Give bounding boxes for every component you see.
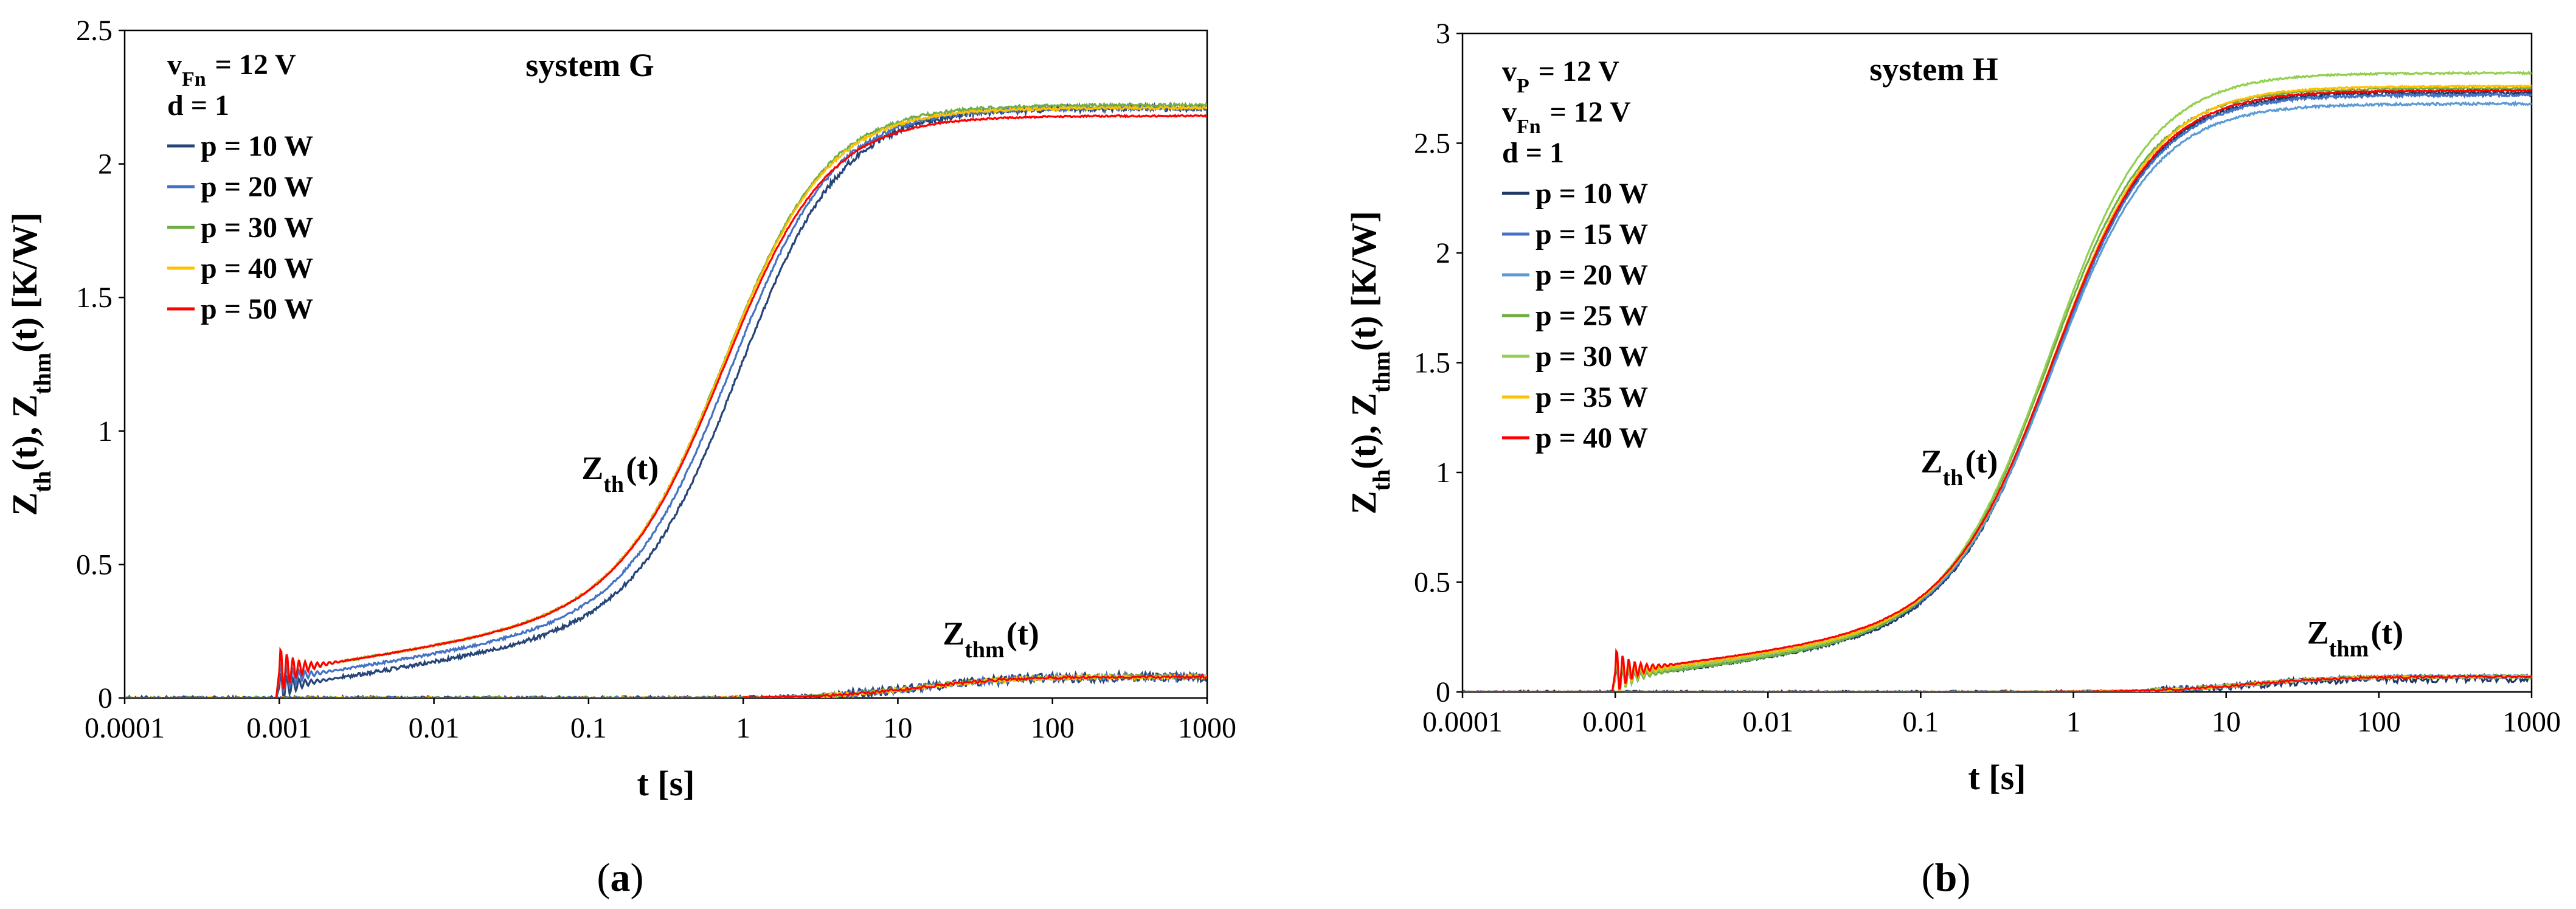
zth-annotation: Zth (t) <box>1920 440 1998 491</box>
y-tick-label: 3 <box>1436 18 1450 50</box>
legend-entry-label: p = 10 W <box>1536 178 1648 210</box>
x-tick-label: 1 <box>2066 706 2081 738</box>
x-tick-label: 0.1 <box>570 712 607 744</box>
x-tick-label: 1000 <box>1178 712 1236 744</box>
x-tick-label: 100 <box>1031 712 1075 744</box>
zth-series-line <box>1463 85 2532 692</box>
x-tick-label: 0.0001 <box>85 712 165 744</box>
legend-entry-label: p = 25 W <box>1536 300 1648 332</box>
x-tick-label: 0.001 <box>1582 706 1648 738</box>
x-tick-label: 10 <box>883 712 912 744</box>
legend-entry-label: p = 35 W <box>1536 381 1648 413</box>
plot-area <box>125 101 1207 698</box>
zthm-annotation: Zthm (t) <box>943 612 1039 663</box>
legend-entry-label: p = 40 W <box>201 252 313 285</box>
legend-entry-label: p = 30 W <box>1536 340 1648 373</box>
chart-title: system G <box>525 47 654 83</box>
y-tick-label: 0 <box>98 682 113 714</box>
plot-area <box>1463 70 2532 692</box>
legend-entry-label: p = 20 W <box>201 171 313 203</box>
x-axis-title: t [s] <box>637 764 694 803</box>
y-tick-label: 1 <box>98 415 113 448</box>
chart-panel-b: 0 0.5 1 1.5 2 2.5 3 0.0001 0.001 0.01 0.1 1 10 100 100… <box>1344 18 2561 900</box>
legend-header-text: vP = 12 V <box>1502 52 1619 97</box>
y-tick-label: 0.5 <box>1414 567 1450 599</box>
zthm-series-line <box>1463 674 2532 692</box>
y-axis-title: Zth(t), Zthm(t) [K/W] <box>5 212 56 516</box>
legend-entry-label: p = 15 W <box>1536 218 1648 251</box>
x-tick-label: 0.01 <box>1742 706 1793 738</box>
legend-header-text: d = 1 <box>167 89 229 122</box>
legend-entry-label: p = 40 W <box>1536 422 1648 454</box>
panel-caption: (b) <box>1922 855 1971 900</box>
x-tick-label: 10 <box>2212 706 2241 738</box>
y-tick-label: 1 <box>1436 457 1450 489</box>
y-axis-title: Zth(t), Zthm(t) [K/W] <box>1344 211 1395 514</box>
panel-caption: (a) <box>597 855 644 900</box>
zthm-series-line <box>1463 673 2532 692</box>
x-axis-title: t [s] <box>1968 758 2026 797</box>
zthm-series-line <box>1463 674 2532 692</box>
x-tick-label: 1 <box>736 712 750 744</box>
zthm-annotation: Zthm (t) <box>2307 611 2404 662</box>
y-tick-label: 2 <box>1436 237 1450 269</box>
chart-title: system H <box>1869 51 1998 88</box>
zth-series-line <box>1463 88 2532 692</box>
x-tick-label: 100 <box>2357 706 2401 738</box>
x-tick-label: 0.01 <box>409 712 460 744</box>
zth-series-line <box>125 114 1207 698</box>
x-tick-label: 1000 <box>2502 706 2561 738</box>
legend-entry-label: p = 20 W <box>1536 259 1648 291</box>
y-tick-label: 0.5 <box>76 548 113 581</box>
y-tick-label: 2.5 <box>1414 128 1450 160</box>
legend-header-text: vFn = 12 V <box>167 46 296 91</box>
y-tick-label: 2 <box>98 148 113 181</box>
legend-header-text: d = 1 <box>1502 137 1564 169</box>
zth-series-line <box>1463 70 2532 692</box>
y-tick-label: 1.5 <box>76 282 113 314</box>
zth-series-line <box>125 101 1207 698</box>
legend-entry-label: p = 10 W <box>201 130 313 162</box>
legend-entry-label: p = 30 W <box>201 212 313 244</box>
chart-panel-a: 0 0.5 1 1.5 2 2.5 0.0001 0.001 0.01 0.1 1 10 100 1000… <box>5 15 1236 900</box>
zth-annotation: Zth (t) <box>581 446 659 497</box>
legend-entry-label: p = 50 W <box>201 293 313 325</box>
y-tick-label: 0 <box>1436 676 1450 708</box>
y-tick-label: 2.5 <box>76 15 113 47</box>
x-tick-label: 0.0001 <box>1422 706 1503 738</box>
x-tick-label: 0.1 <box>1902 706 1939 738</box>
x-tick-label: 0.001 <box>246 712 312 744</box>
y-tick-label: 1.5 <box>1414 347 1450 379</box>
zthm-series-line <box>125 674 1207 698</box>
legend-header-text: vFn = 12 V <box>1502 93 1631 138</box>
